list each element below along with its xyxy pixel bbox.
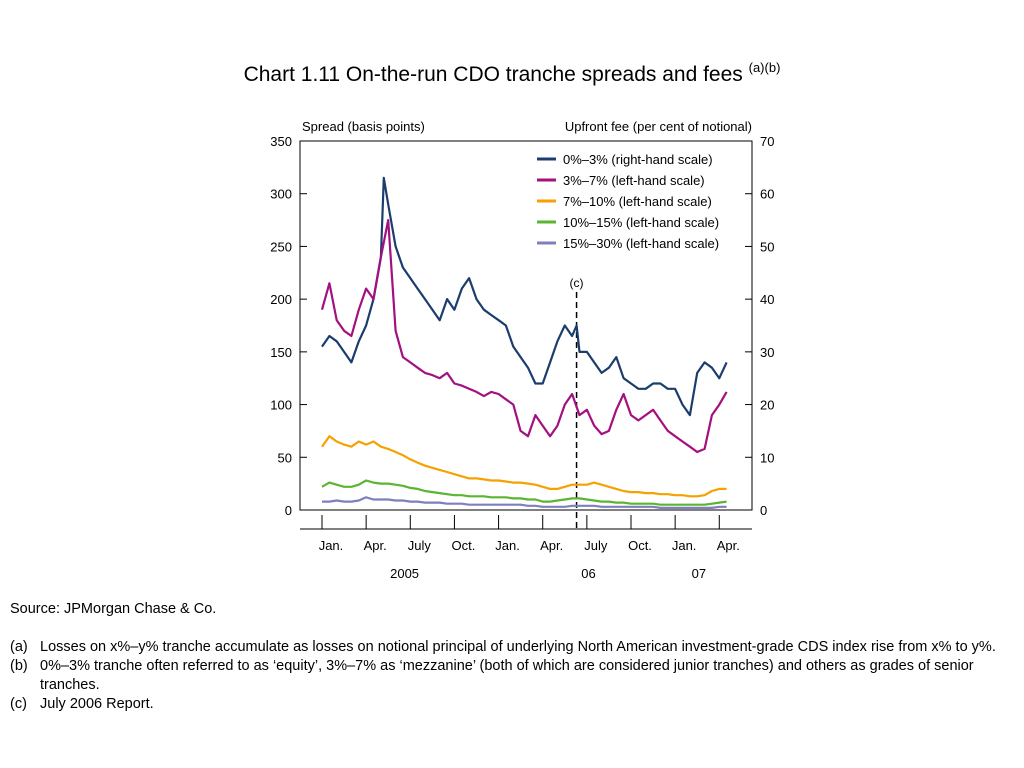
annotation-label: (c) (570, 276, 584, 290)
footnote-b: (b) 0%–3% tranche often referred to as ‘e… (10, 657, 1010, 695)
footnote-label: (a) (10, 639, 28, 655)
footnote-text: Losses on x%–y% tranche accumulate as lo… (40, 639, 996, 655)
footnote-text: 0%–3% tranche often referred to as ‘equi… (40, 658, 974, 693)
x-axis-tick-label: Apr. (364, 538, 387, 553)
x-axis-tick-label: Apr. (717, 538, 740, 553)
series-line-5 (322, 496, 727, 509)
right-axis-tick-label: 10 (760, 450, 774, 465)
left-axis-tick-label: 250 (270, 239, 292, 254)
legend: 0%–3% (right-hand scale) 3%–7% (left-hand… (537, 152, 719, 251)
footnote-label: (b) (10, 658, 28, 674)
legend-label: 3%–7% (left-hand scale) (563, 173, 705, 188)
chart-title-main: Chart 1.11 On-the-run CDO tranche spread… (243, 63, 743, 86)
chart-area: 0 50 100 150 200 250 300 350 0 10 20 30 40 50 60 70 Spre… (270, 119, 774, 581)
legend-label: 10%–15% (left-hand scale) (563, 215, 719, 230)
right-axis-tick-label: 50 (760, 239, 774, 254)
series-line-2 (320, 219, 728, 454)
legend-label: 7%–10% (left-hand scale) (563, 194, 712, 209)
source-note: Source: JPMorgan Chase & Co. (10, 601, 217, 617)
left-axis-tick-label: 350 (270, 134, 292, 149)
plot-frame (299, 140, 753, 511)
left-axis-tick-label: 0 (285, 503, 292, 518)
x-axis-tick-label: Oct. (628, 538, 652, 553)
chart-title: Chart 1.11 On-the-run CDO tranche spread… (0, 60, 1024, 87)
right-axis-tick-label: 0 (760, 503, 767, 518)
right-axis-tick-label: 60 (760, 187, 774, 202)
series-line-1 (321, 176, 728, 417)
footnote-text: July 2006 Report. (40, 696, 154, 712)
x-axis-tick-label: July (408, 538, 432, 553)
footnote-c: (c) July 2006 Report. (10, 695, 1010, 714)
left-axis-title: Spread (basis points) (302, 119, 425, 134)
left-axis-tick-label: 200 (270, 292, 292, 307)
axes-layer: 0 50 100 150 200 250 300 350 0 10 20 30 40 50 60 70 Spre… (270, 119, 774, 581)
right-axis-tick-label: 30 (760, 345, 774, 360)
right-axis-tick-label: 70 (760, 134, 774, 149)
series-layer (320, 176, 728, 509)
x-axis-year-label: 2005 (390, 566, 419, 581)
footnotes: Source: JPMorgan Chase & Co. (a) Losses o… (10, 600, 1010, 714)
footnote-a: (a) Losses on x%–y% tranche accumulate as… (10, 638, 1010, 657)
right-axis-tick-label: 40 (760, 292, 774, 307)
left-axis-tick-label: 300 (270, 187, 292, 202)
legend-label: 15%–30% (left-hand scale) (563, 236, 719, 251)
right-axis-tick-label: 20 (760, 398, 774, 413)
left-axis-tick-label: 50 (278, 450, 292, 465)
legend-label: 0%–3% (right-hand scale) (563, 152, 713, 167)
left-axis-tick-label: 150 (270, 345, 292, 360)
right-axis-title: Upfront fee (per cent of notional) (565, 119, 752, 134)
footnote-label: (c) (10, 696, 27, 712)
chart-title-superscript: (a)(b) (748, 60, 781, 75)
left-axis-tick-label: 100 (270, 398, 292, 413)
x-axis-tick-label: Apr. (540, 538, 563, 553)
x-axis-tick-label: Oct. (452, 538, 476, 553)
x-axis-tick-label: Jan. (319, 538, 344, 553)
x-axis-tick-label: July (584, 538, 608, 553)
x-axis-tick-label: Jan. (672, 538, 697, 553)
x-axis-year-label: 06 (581, 566, 595, 581)
series-line-4 (321, 479, 727, 506)
x-axis-year-label: 07 (692, 566, 706, 581)
x-axis-tick-label: Jan. (495, 538, 520, 553)
series-line-3 (321, 435, 727, 498)
